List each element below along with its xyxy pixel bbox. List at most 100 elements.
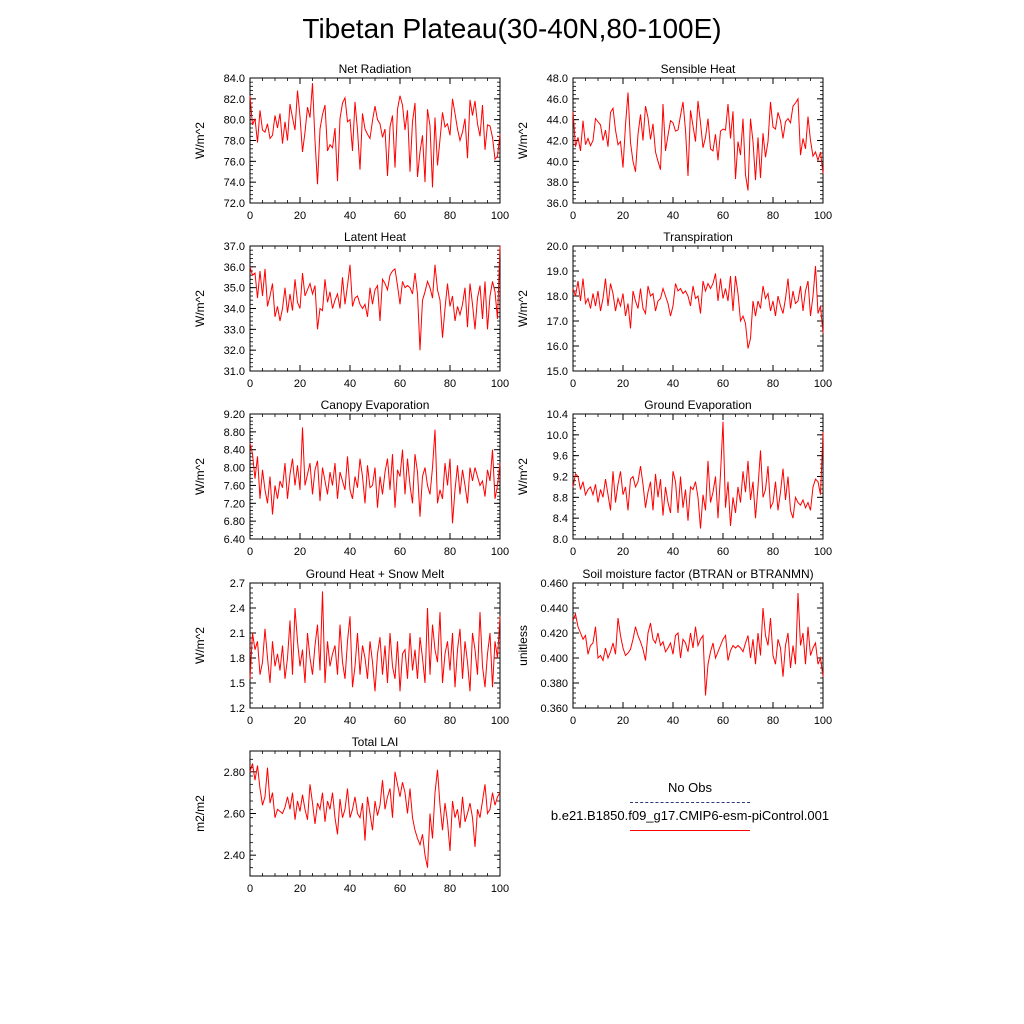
y-tick-label: 2.7	[230, 578, 245, 590]
x-tick-label: 60	[717, 378, 729, 390]
y-axis-label: m2/m2	[193, 795, 207, 832]
x-tick-label: 40	[667, 378, 679, 390]
x-tick-label: 60	[394, 210, 406, 222]
x-tick-label: 60	[717, 210, 729, 222]
x-tick-label: 0	[570, 210, 576, 222]
x-tick-label: 100	[814, 378, 832, 390]
y-tick-label: 7.60	[224, 480, 245, 492]
y-tick-label: 76.0	[224, 156, 245, 168]
x-tick-label: 40	[667, 715, 679, 727]
chart-panel: Transpiration W/m^2 0 20 40 60 80 100 15.0 16.0 17…	[516, 230, 832, 390]
y-axis-label: W/m^2	[193, 122, 207, 159]
x-tick-label: 40	[344, 883, 356, 895]
y-tick-label: 48.0	[547, 73, 568, 85]
y-tick-label: 74.0	[224, 177, 245, 189]
x-tick-label: 0	[247, 546, 253, 558]
legend-obs-label: No Obs	[667, 780, 713, 795]
y-tick-label: 72.0	[224, 198, 245, 210]
legend-model-line	[630, 830, 750, 831]
y-tick-label: 1.8	[230, 653, 245, 665]
x-tick-label: 20	[294, 546, 306, 558]
panel-title: Sensible Heat	[661, 62, 736, 76]
y-tick-label: 0.380	[540, 678, 568, 690]
y-tick-label: 0.420	[540, 628, 568, 640]
y-tick-label: 8.4	[553, 513, 568, 525]
y-tick-label: 9.20	[224, 409, 245, 421]
chart-panel: Sensible Heat W/m^2 0 20 40 60 80 100 36.0 38.0 40…	[516, 62, 832, 222]
y-tick-label: 19.0	[547, 266, 568, 278]
x-tick-label: 0	[247, 883, 253, 895]
x-tick-label: 100	[814, 715, 832, 727]
x-tick-label: 20	[617, 210, 629, 222]
plot-frame	[249, 750, 501, 877]
x-tick-label: 100	[491, 883, 509, 895]
y-axis-label: W/m^2	[193, 290, 207, 327]
series-line	[249, 245, 501, 351]
x-tick-label: 0	[570, 715, 576, 727]
x-tick-label: 100	[491, 210, 509, 222]
y-tick-label: 17.0	[547, 316, 568, 328]
panel-title: Transpiration	[663, 230, 733, 244]
x-tick-label: 60	[394, 546, 406, 558]
x-tick-label: 60	[394, 883, 406, 895]
series-line	[249, 763, 501, 868]
x-tick-label: 60	[717, 715, 729, 727]
x-tick-label: 80	[444, 715, 456, 727]
x-tick-label: 0	[247, 210, 253, 222]
x-tick-label: 80	[767, 715, 779, 727]
plot-frame	[572, 77, 824, 204]
y-tick-label: 8.80	[224, 427, 245, 439]
y-tick-label: 6.40	[224, 534, 245, 546]
x-tick-label: 60	[394, 715, 406, 727]
y-tick-label: 9.6	[553, 451, 568, 463]
series-line	[572, 92, 824, 191]
x-tick-label: 20	[294, 715, 306, 727]
y-tick-label: 2.60	[224, 809, 245, 821]
panel-title: Ground Heat + Snow Melt	[306, 567, 445, 581]
x-tick-label: 60	[394, 378, 406, 390]
y-tick-label: 36.0	[224, 262, 245, 274]
chart-panel: Ground Evaporation W/m^2 0 20 40 60 80 100 8.0 8.…	[516, 398, 832, 558]
y-tick-label: 38.0	[547, 177, 568, 189]
panel-title: Total LAI	[352, 735, 399, 749]
y-axis-label: W/m^2	[516, 458, 530, 495]
y-tick-label: 34.0	[224, 304, 245, 316]
chart-panel: Canopy Evaporation W/m^2 0 20 40 60 80 100 6.40 6…	[193, 398, 509, 558]
x-tick-label: 60	[717, 546, 729, 558]
x-tick-label: 80	[767, 210, 779, 222]
y-tick-label: 8.8	[553, 492, 568, 504]
legend-obs-line	[630, 802, 750, 803]
panel-title: Ground Evaporation	[644, 398, 751, 412]
y-tick-label: 0.400	[540, 653, 568, 665]
page-title: Tibetan Plateau(30-40N,80-100E)	[302, 13, 722, 44]
x-tick-label: 40	[344, 378, 356, 390]
x-tick-label: 40	[667, 210, 679, 222]
x-tick-label: 20	[294, 378, 306, 390]
x-tick-label: 80	[767, 546, 779, 558]
panel-title: Latent Heat	[344, 230, 407, 244]
y-tick-label: 1.2	[230, 703, 245, 715]
x-tick-label: 100	[814, 210, 832, 222]
panel-title: Net Radiation	[339, 62, 412, 76]
y-tick-label: 2.4	[230, 603, 245, 615]
series-line	[572, 421, 824, 529]
panel-title: Canopy Evaporation	[321, 398, 430, 412]
y-axis-label: unitless	[516, 625, 530, 666]
series-line	[249, 591, 501, 692]
x-tick-label: 80	[444, 546, 456, 558]
plot-frame	[249, 413, 501, 540]
x-tick-label: 0	[570, 546, 576, 558]
y-axis-label: W/m^2	[516, 122, 530, 159]
x-tick-label: 100	[814, 546, 832, 558]
y-tick-label: 2.80	[224, 767, 245, 779]
y-tick-label: 2.1	[230, 628, 245, 640]
y-tick-label: 15.0	[547, 366, 568, 378]
y-tick-label: 42.0	[547, 136, 568, 148]
x-tick-label: 80	[767, 378, 779, 390]
y-tick-label: 31.0	[224, 366, 245, 378]
x-tick-label: 20	[617, 546, 629, 558]
y-tick-label: 78.0	[224, 136, 245, 148]
y-tick-label: 10.0	[547, 430, 568, 442]
series-line	[249, 83, 501, 188]
